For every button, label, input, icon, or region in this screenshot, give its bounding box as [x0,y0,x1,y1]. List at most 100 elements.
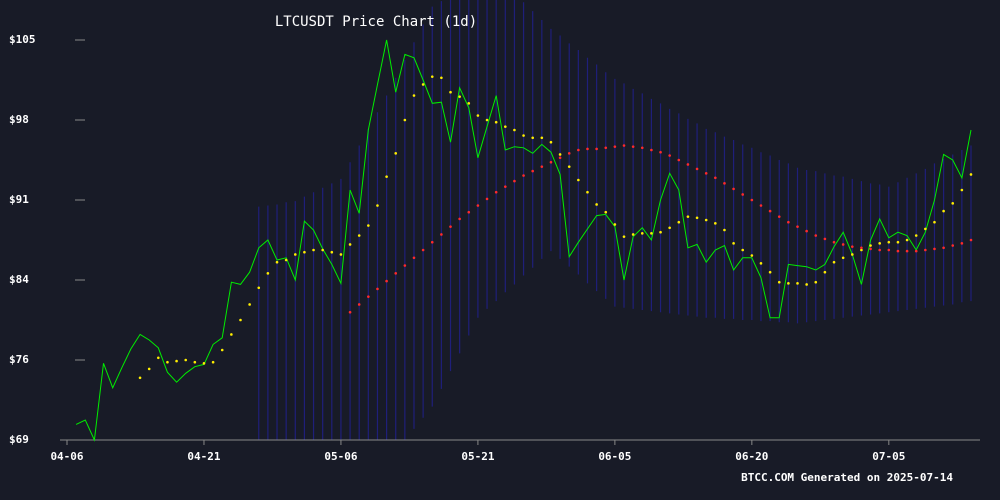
ma-dot [531,136,534,140]
price-line [75,39,972,442]
ma-dot [777,280,781,284]
ma-dot [266,272,270,275]
ma-dot [147,367,151,371]
ma-dot [914,249,918,253]
ma-dot [430,75,434,78]
ma-dot [814,280,818,284]
ma-dot [339,253,343,256]
ma-dot [659,230,662,234]
ma-dot [421,248,425,252]
ma-dot [640,146,644,150]
ma-dot [860,248,863,252]
ma-dot [759,262,763,265]
ma-dot [595,203,598,206]
ma-dot [805,283,808,286]
ma-dot [421,83,425,86]
ma-dot [878,242,881,245]
ma-dot [850,253,854,256]
ma-dot [796,282,799,285]
ma-dot [586,147,589,151]
ma-dot [695,167,699,171]
ma-dot [230,333,233,336]
ma-dot [732,187,735,191]
x-tick-label: 06-20 [735,450,768,463]
ma-dot [357,303,361,306]
ma-dot [841,243,845,246]
ma-dot [558,156,562,160]
ma-dot [732,242,735,245]
ma-dot [723,182,726,185]
ma-dot [622,144,626,147]
ma-dot [668,226,671,230]
ma-dot [640,232,644,235]
ma-dot [887,240,891,244]
ma-dot [513,128,516,132]
ma-dot [348,310,352,314]
ma-dot [768,270,772,274]
ma-dot [157,356,160,360]
ma-dot [924,227,927,231]
ma-dot [430,240,434,244]
ma-dot [942,209,945,213]
bollinger-band [258,0,972,440]
ma-dot [348,243,352,246]
ma-dot [531,169,534,173]
ma-dot [485,118,489,122]
ma-dot [193,360,197,364]
ma-dot [513,179,516,183]
ma-dot [933,247,936,251]
ma-dot [613,223,617,226]
x-tick-label: 07-05 [872,450,905,463]
y-tick-label: $98 [9,113,29,126]
ma-dot [850,245,854,248]
ma-dot [467,210,471,214]
ma-dot [394,152,398,155]
ma-dot [485,197,489,201]
ma-dot [403,264,407,267]
ma-dot [677,158,681,162]
ma-dot [750,198,754,202]
x-tick-label: 05-21 [461,450,494,463]
ma-dot [860,246,863,250]
ma-dot [385,279,388,283]
ma-dot [595,147,598,151]
ma-dot [841,256,845,260]
y-tick-label: $84 [9,273,29,286]
ma-dot [330,250,334,254]
ma-dot [951,202,955,205]
ma-dot [823,270,827,274]
ma-dot [887,248,891,252]
ma-dot [175,359,178,363]
ma-dot [604,210,608,214]
ma-dot [823,237,827,241]
ma-dot [522,134,525,137]
ma-dot [449,90,452,94]
x-tick-label: 06-05 [598,450,631,463]
ma-dot [540,165,544,168]
ma-dot [467,102,471,105]
ma-dot [494,120,498,124]
ma-dot [558,153,562,156]
ma-dot [659,150,662,154]
ma-dot [924,248,927,252]
ma-dot [567,152,571,155]
ma-dot [604,146,608,150]
ma-dot [814,234,818,237]
ma-dot [211,360,215,364]
ma-dot [440,233,443,236]
ma-dot [832,260,836,264]
ma-dot [686,163,690,166]
ma-dot [677,220,681,224]
ma-dot [549,140,553,144]
x-tick-label: 04-06 [50,450,83,463]
ma-dot [303,250,306,254]
ma-dot [704,218,708,222]
ma-dot [202,362,206,365]
ma-dot [805,229,808,233]
x-tick-label: 04-21 [187,450,220,463]
ma-dot [750,254,754,257]
ma-dot [631,233,635,236]
ma-dot [458,95,461,98]
